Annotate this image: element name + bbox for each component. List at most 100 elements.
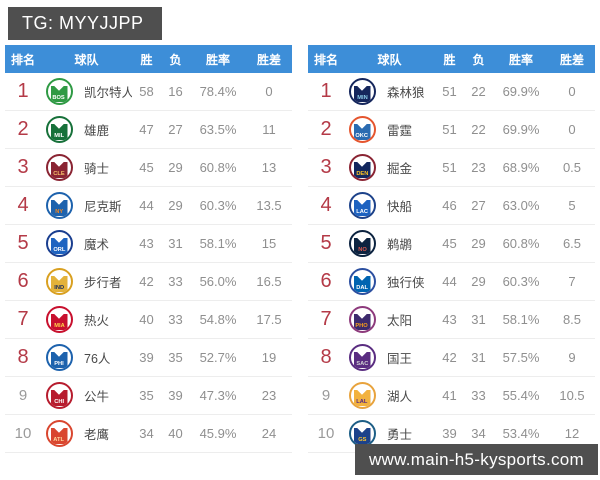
winpct-value: 45.9% bbox=[199, 426, 237, 441]
team-name: 掘金 bbox=[387, 162, 413, 176]
jersey-shape: DEN bbox=[353, 162, 371, 178]
jersey-shape: PHI bbox=[50, 352, 68, 368]
winpct-value: 60.3% bbox=[502, 274, 540, 289]
wins-value: 47 bbox=[139, 122, 154, 137]
rank-number: 5 bbox=[320, 232, 332, 254]
table-row: 4 NY 尼克斯 44 29 60.3% 13.5 bbox=[5, 187, 292, 225]
logo-cell: ATL bbox=[41, 420, 77, 447]
logo-cell: NO bbox=[344, 230, 380, 257]
jersey-shape: CHI bbox=[50, 390, 68, 406]
team-logo-icon: PHI bbox=[45, 344, 73, 371]
gamesbehind-value: 5 bbox=[568, 198, 576, 213]
gamesbehind-value: 13 bbox=[261, 160, 277, 175]
table-row: 8 PHI 76人 39 35 52.7% 19 bbox=[5, 339, 292, 377]
rank-number: 9 bbox=[18, 387, 28, 404]
wins-value: 45 bbox=[139, 160, 154, 175]
team-name: 独行侠 bbox=[387, 276, 425, 290]
jersey-shape: IND bbox=[50, 276, 68, 292]
logo-cell: DEN bbox=[344, 154, 380, 181]
losses-value: 40 bbox=[168, 426, 183, 441]
table-header: 排名 球队 胜 负 胜率 胜差 bbox=[308, 45, 595, 73]
rank-number: 10 bbox=[317, 425, 335, 442]
logo-cell: MIA bbox=[41, 306, 77, 333]
column-header-team: 球队 bbox=[377, 52, 402, 67]
gamesbehind-value: 9 bbox=[568, 350, 576, 365]
team-logo-icon: MIL bbox=[45, 116, 73, 143]
losses-value: 31 bbox=[168, 236, 183, 251]
jersey-shape: MIL bbox=[50, 124, 68, 140]
gamesbehind-value: 16.5 bbox=[256, 274, 282, 289]
gamesbehind-value: 12 bbox=[564, 426, 580, 441]
winpct-value: 60.8% bbox=[199, 160, 237, 175]
jersey-shape: BOS bbox=[50, 86, 68, 102]
losses-value: 33 bbox=[168, 274, 183, 289]
logo-cell: MIN bbox=[344, 78, 380, 105]
rank-number: 3 bbox=[17, 156, 29, 178]
gamesbehind-value: 19 bbox=[261, 350, 277, 365]
winpct-value: 55.4% bbox=[502, 388, 540, 403]
winpct-value: 69.9% bbox=[502, 122, 540, 137]
column-header-rank: 排名 bbox=[10, 52, 35, 67]
team-logo-icon: DEN bbox=[348, 154, 376, 181]
winpct-value: 56.0% bbox=[199, 274, 237, 289]
losses-value: 39 bbox=[168, 388, 183, 403]
losses-value: 35 bbox=[168, 350, 183, 365]
table-row: 5 ORL 魔术 43 31 58.1% 15 bbox=[5, 225, 292, 263]
team-abbr: PHO bbox=[355, 323, 369, 329]
winpct-value: 57.5% bbox=[502, 350, 540, 365]
rank-number: 7 bbox=[320, 308, 332, 330]
wins-value: 51 bbox=[442, 84, 457, 99]
logo-cell: NY bbox=[41, 192, 77, 219]
column-header-team: 球队 bbox=[74, 52, 99, 67]
team-logo-icon: MIN bbox=[348, 78, 376, 105]
jersey-shape: ORL bbox=[50, 238, 68, 254]
rank-number: 5 bbox=[17, 232, 29, 254]
wins-value: 43 bbox=[139, 236, 154, 251]
losses-value: 23 bbox=[471, 160, 486, 175]
losses-value: 22 bbox=[471, 84, 486, 99]
rank-number: 6 bbox=[320, 270, 332, 292]
team-name: 热火 bbox=[84, 314, 110, 328]
column-header-gamesbehind: 胜差 bbox=[559, 52, 584, 67]
wins-value: 51 bbox=[442, 122, 457, 137]
tg-watermark-text: TG: MYYJJPP bbox=[22, 13, 144, 33]
column-header-wins: 胜 bbox=[443, 52, 456, 67]
rank-number: 4 bbox=[17, 194, 29, 216]
table-row: 1 MIN 森林狼 51 22 69.9% 0 bbox=[308, 73, 595, 111]
losses-value: 27 bbox=[168, 122, 183, 137]
team-abbr: GS bbox=[357, 437, 367, 443]
wins-value: 35 bbox=[139, 388, 154, 403]
rank-number: 3 bbox=[320, 156, 332, 178]
rank-number: 4 bbox=[320, 194, 332, 216]
winpct-value: 68.9% bbox=[502, 160, 540, 175]
column-header-wins: 胜 bbox=[140, 52, 153, 67]
team-logo-icon: GS bbox=[348, 420, 376, 447]
team-abbr: IND bbox=[54, 285, 64, 291]
team-logo-icon: IND bbox=[45, 268, 73, 295]
team-logo-icon: ATL bbox=[45, 420, 73, 447]
logo-cell: GS bbox=[344, 420, 380, 447]
jersey-shape: NY bbox=[50, 200, 68, 216]
wins-value: 44 bbox=[139, 198, 154, 213]
table-header: 排名 球队 胜 负 胜率 胜差 bbox=[5, 45, 292, 73]
team-logo-icon: CHI bbox=[45, 382, 73, 409]
losses-value: 16 bbox=[168, 84, 183, 99]
team-name: 国王 bbox=[387, 352, 413, 366]
logo-cell: SAC bbox=[344, 344, 380, 371]
team-logo-icon: LAL bbox=[348, 382, 376, 409]
rank-number: 1 bbox=[320, 80, 332, 102]
team-logo-icon: MIA bbox=[45, 306, 73, 333]
team-abbr: NY bbox=[55, 209, 63, 215]
team-name: 魔术 bbox=[84, 238, 110, 252]
team-logo-icon: NO bbox=[348, 230, 376, 257]
column-header-gamesbehind: 胜差 bbox=[256, 52, 281, 67]
table-row: 3 DEN 掘金 51 23 68.9% 0.5 bbox=[308, 149, 595, 187]
team-name: 76人 bbox=[84, 352, 111, 366]
team-abbr: NO bbox=[357, 247, 367, 253]
table-body: 1 BOS 凯尔特人 58 16 78.4% 0 2 MIL 雄鹿 47 27 … bbox=[5, 73, 292, 453]
losses-value: 29 bbox=[168, 198, 183, 213]
rank-number: 8 bbox=[17, 346, 29, 368]
logo-cell: LAL bbox=[344, 382, 380, 409]
jersey-shape: LAL bbox=[353, 390, 371, 406]
column-header-winpct: 胜率 bbox=[205, 52, 230, 67]
